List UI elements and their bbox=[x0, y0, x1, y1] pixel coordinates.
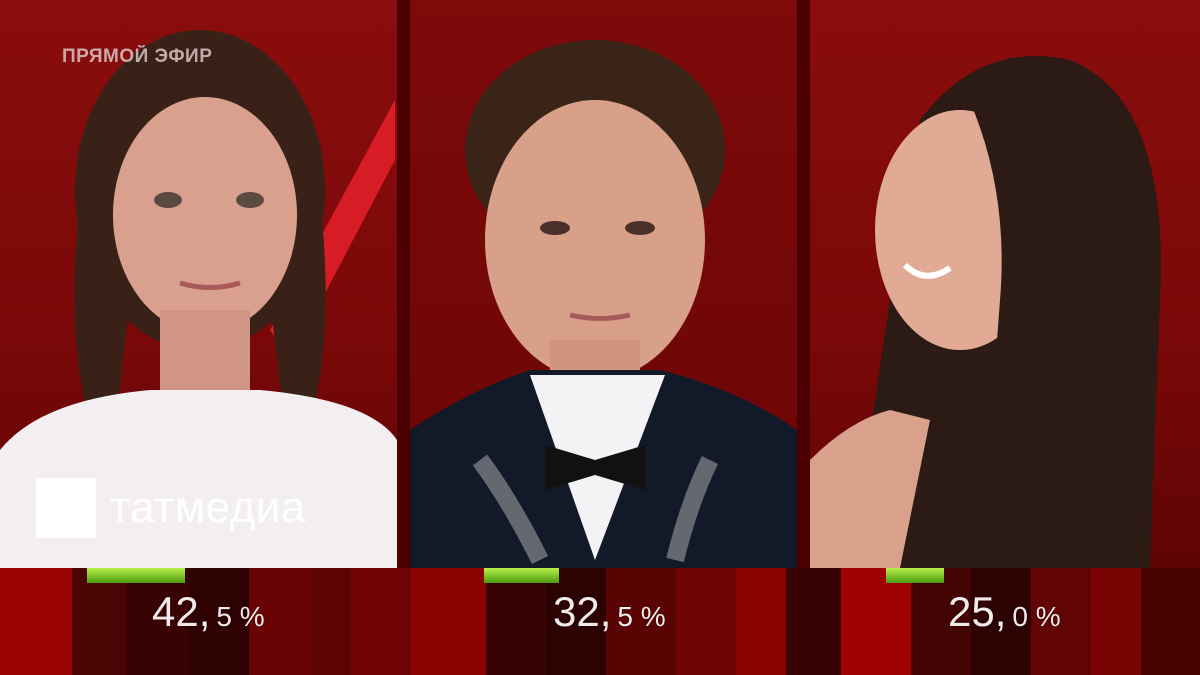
contestant-2-image bbox=[410, 40, 797, 568]
percent-decimal: 5 % bbox=[617, 601, 666, 632]
contestant-panel-3: HD bbox=[810, 0, 1200, 568]
percent-decimal: 0 % bbox=[1012, 601, 1061, 632]
contestant-1-image bbox=[0, 30, 397, 568]
contestant-3-image bbox=[810, 56, 1161, 568]
results-band bbox=[0, 568, 1200, 675]
contestant-panel-2 bbox=[410, 0, 797, 568]
vote-percent-2: 32, 5 % bbox=[553, 588, 666, 636]
vote-percent-1: 42, 5 % bbox=[152, 588, 265, 636]
watermark-logo-square bbox=[36, 478, 96, 538]
percent-integer: 42, bbox=[152, 588, 211, 635]
live-broadcast-label: ПРЯМОЙ ЭФИР bbox=[62, 46, 213, 67]
vote-bar-2 bbox=[484, 568, 559, 583]
vote-percent-3: 25, 0 % bbox=[948, 588, 1061, 636]
vote-bar-3 bbox=[886, 568, 944, 583]
watermark-text: татмедиа bbox=[110, 483, 306, 532]
percent-integer: 32, bbox=[553, 588, 612, 635]
vote-bar-1 bbox=[87, 568, 185, 583]
percent-integer: 25, bbox=[948, 588, 1007, 635]
panel-divider bbox=[397, 0, 410, 568]
contestant-panel-1: ПРЯМОЙ ЭФИР татмедиа bbox=[0, 0, 397, 568]
tatmedia-watermark: татмедиа bbox=[36, 478, 306, 538]
panel-divider bbox=[797, 0, 810, 568]
percent-decimal: 5 % bbox=[216, 601, 265, 632]
